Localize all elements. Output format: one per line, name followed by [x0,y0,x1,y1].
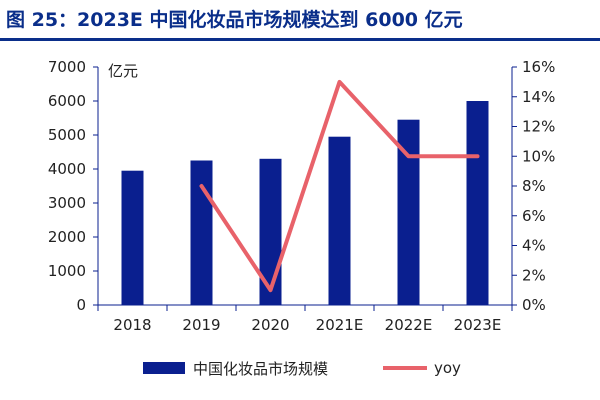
left-tick-label: 7000 [48,58,86,76]
left-tick-label: 0 [76,296,86,314]
left-tick-label: 1000 [48,262,86,280]
right-tick-label: 4% [522,237,546,255]
left-tick-label: 4000 [48,160,86,178]
bar [259,158,282,305]
x-tick-label: 2021E [316,316,364,334]
x-tick-label: 2023E [454,316,502,334]
bar [328,136,351,305]
title-rule [0,38,600,41]
x-tick-label: 2022E [385,316,433,334]
right-tick-label: 0% [522,296,546,314]
chart-title: 图 25：2023E 中国化妆品市场规模达到 6000 亿元 [6,9,463,31]
x-tick-label: 2019 [182,316,220,334]
left-tick-label: 6000 [48,92,86,110]
legend-line-label: yoy [434,359,461,377]
right-tick-label: 10% [522,147,555,165]
legend-bar-label: 中国化妆品市场规模 [193,360,328,378]
bar [397,119,420,305]
tick-labels: 0 1000 2000 3000 4000 5000 6000 7000 0% 2% 4% 6% 8% 1… [48,58,556,334]
right-tick-label: 2% [522,266,546,284]
bar [466,101,489,305]
left-tick-label: 2000 [48,228,86,246]
bar [190,160,213,305]
right-tick-label: 12% [522,118,555,136]
axes [93,66,517,311]
right-tick-label: 8% [522,177,546,195]
yoy-line-path [199,79,480,293]
unit-label: 亿元 [108,62,138,80]
yoy-line [199,79,480,293]
right-tick-label: 6% [522,207,546,225]
left-tick-label: 5000 [48,126,86,144]
left-tick-label: 3000 [48,194,86,212]
bar [121,170,144,305]
legend: 中国化妆品市场规模 yoy [143,359,461,378]
legend-bar-swatch [143,362,185,374]
right-tick-label: 14% [522,88,555,106]
x-tick-label: 2018 [113,316,151,334]
x-tick-label: 2020 [251,316,289,334]
bars [121,101,489,305]
right-tick-label: 16% [522,58,555,76]
